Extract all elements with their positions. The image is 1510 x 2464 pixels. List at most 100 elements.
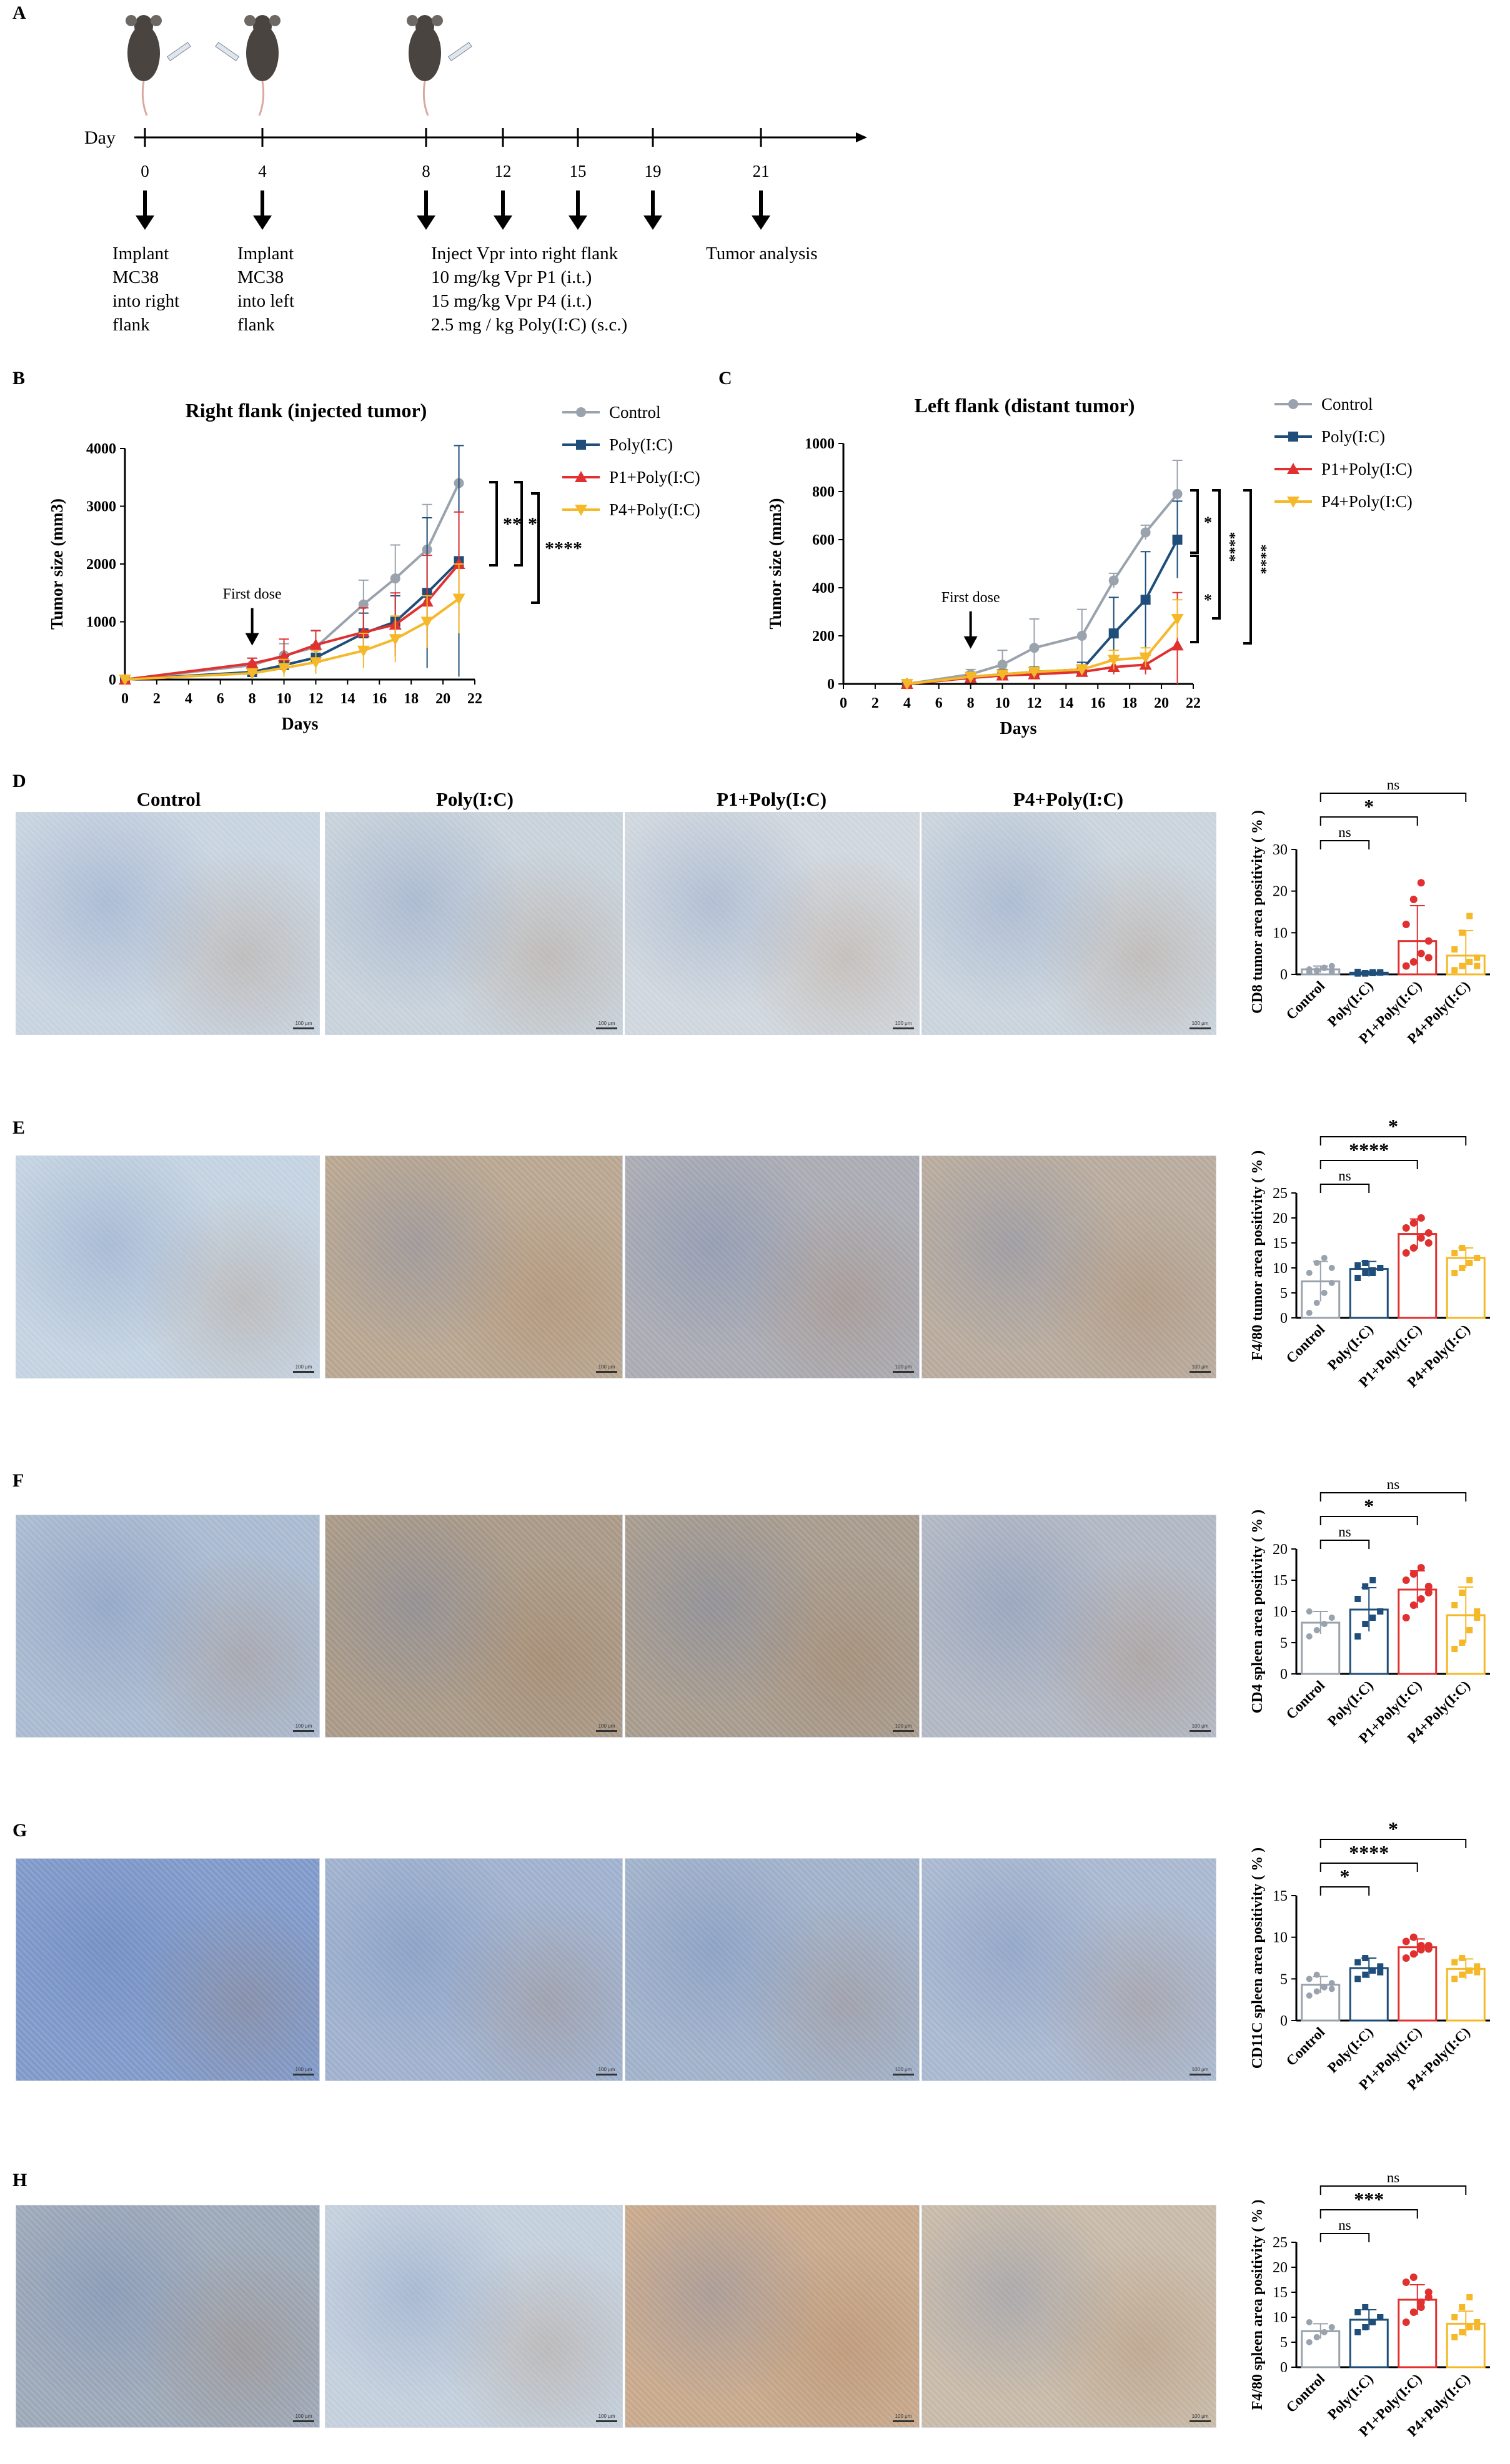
data-point — [1459, 1590, 1466, 1596]
significance-label: * — [1388, 1115, 1398, 1137]
y-axis-label: F4/80 spleen area positivity ( % ) — [1249, 2200, 1266, 2410]
data-point — [1328, 1615, 1335, 1621]
micrograph-image: 100 μm — [16, 812, 320, 1035]
significance-bracket — [1319, 2233, 1370, 2242]
data-point — [1354, 1633, 1361, 1640]
scale-bar: 100 μm — [293, 2414, 314, 2422]
significance-label: **** — [1349, 1139, 1389, 1161]
y-tick-label: 10 — [1273, 2310, 1288, 2326]
data-point — [1451, 2314, 1458, 2320]
panel-label-b: B — [12, 368, 25, 388]
data-point — [1409, 1244, 1418, 1252]
x-tick-label: Control — [1283, 2371, 1328, 2416]
data-point — [1424, 1229, 1433, 1237]
data-point — [1409, 1933, 1418, 1941]
data-point — [1409, 958, 1418, 966]
data-point — [1029, 643, 1040, 653]
micro-column-header: P1+Poly(I:C) — [716, 788, 827, 810]
y-tick-label: 0 — [1280, 1666, 1288, 1683]
data-point — [1409, 2308, 1418, 2316]
data-point — [452, 593, 465, 605]
arrow-down-icon — [752, 215, 770, 230]
data-point — [1402, 921, 1410, 928]
significance-label: ns — [1387, 2170, 1400, 2185]
timeline-day: 19 — [645, 162, 662, 181]
panel-c: C Left flank (distant tumor) 0 2 4 6 8 10 12 14 1… — [718, 368, 1413, 738]
data-point — [1369, 1967, 1376, 1974]
data-point — [1451, 1646, 1458, 1652]
data-point — [1321, 1290, 1328, 1296]
data-point — [1424, 937, 1433, 945]
data-point — [1402, 1614, 1410, 1621]
data-point — [1354, 2309, 1361, 2315]
micrograph-image: 100 μm — [325, 1155, 623, 1378]
x-tick-label: 8 — [249, 691, 256, 707]
mouse-icon — [215, 15, 281, 116]
micrograph-image: 100 μm — [921, 1515, 1216, 1738]
data-point — [1306, 1608, 1313, 1615]
data-point — [1362, 2304, 1369, 2310]
y-tick-label: 2000 — [86, 557, 116, 573]
data-point — [1328, 1986, 1335, 1992]
data-point — [1459, 1245, 1466, 1251]
y-tick-label: 5 — [1280, 1971, 1288, 1987]
data-point — [1362, 1270, 1369, 1276]
micrograph-image: 100 μm — [16, 1515, 320, 1738]
data-point — [1306, 2319, 1313, 2325]
y-tick-label: 4000 — [86, 441, 116, 457]
data-point — [1377, 1963, 1384, 1970]
data-point — [1354, 1976, 1361, 1982]
y-axis-label: CD11C spleen area positivity ( % ) — [1249, 1848, 1266, 2069]
arrow-down-icon — [136, 215, 154, 230]
y-tick-label: 1000 — [805, 436, 835, 452]
data-point — [1424, 2293, 1433, 2301]
series-line — [124, 597, 460, 681]
micrograph-image: 100 μm — [625, 1858, 920, 2081]
y-tick-label: 20 — [1273, 2260, 1288, 2276]
data-point — [1424, 1945, 1433, 1953]
data-point — [1417, 1595, 1425, 1603]
micrograph-image: 100 μm — [16, 1155, 320, 1378]
data-point — [1306, 1633, 1313, 1640]
legend-label: Poly(I:C) — [609, 435, 673, 454]
data-point — [1417, 879, 1425, 887]
scale-bar: 100 μm — [1190, 1365, 1211, 1373]
y-tick-label: 0 — [1280, 967, 1288, 983]
data-point — [1171, 614, 1184, 626]
y-axis-label: CD4 spleen area positivity ( % ) — [1249, 1510, 1266, 1713]
data-point — [1328, 1265, 1335, 1271]
data-point — [1108, 628, 1119, 639]
data-point — [1451, 1250, 1458, 1256]
data-point — [1474, 1615, 1481, 1621]
timeline-note: 15 mg/kg Vpr P4 (i.t.) — [431, 291, 592, 311]
data-point — [1328, 969, 1335, 975]
data-point — [1409, 896, 1418, 903]
data-point — [1402, 1937, 1410, 1946]
data-point — [1417, 1214, 1425, 1222]
arrow-down-icon — [963, 636, 978, 649]
y-tick-label: 15 — [1273, 1888, 1288, 1904]
data-point — [1459, 962, 1466, 969]
first-dose-label: First dose — [941, 590, 1000, 606]
significance-label: * — [528, 514, 537, 535]
timeline-note: Implant — [237, 244, 294, 264]
scale-bar: 100 μm — [293, 2067, 314, 2076]
data-point — [1139, 652, 1152, 664]
x-tick-label: 18 — [1122, 695, 1137, 711]
x-tick-label: Control — [1283, 978, 1328, 1023]
x-tick-label: 16 — [372, 691, 387, 707]
micrograph-image: 100 μm — [325, 1858, 623, 2081]
data-point — [357, 626, 370, 638]
data-point — [1354, 2329, 1361, 2335]
arrow-down-icon — [643, 215, 662, 230]
micrograph-image: 100 μm — [325, 812, 623, 1035]
scale-bar: 100 μm — [1190, 2067, 1211, 2076]
data-point — [246, 657, 259, 669]
data-point — [357, 645, 370, 657]
data-point — [1076, 631, 1087, 641]
y-tick-label: 15 — [1273, 1573, 1288, 1589]
y-axis-label: F4/80 tumor area positivity ( % ) — [1249, 1150, 1266, 1360]
timeline-days: 0 4 8 12 15 19 21 — [136, 128, 770, 230]
x-tick-label: 22 — [467, 691, 482, 707]
y-axis-label: Tumor size (mm3) — [766, 498, 785, 630]
